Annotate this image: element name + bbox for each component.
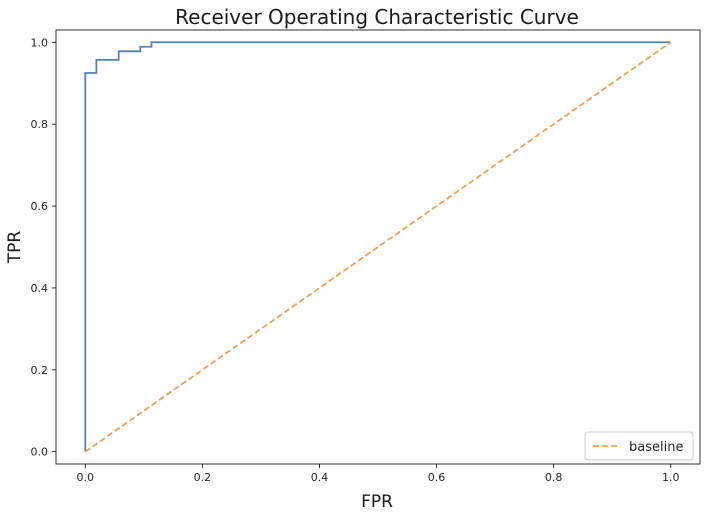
y-tick-label: 1.0 xyxy=(31,36,49,49)
y-tick-label: 0.6 xyxy=(31,200,49,213)
y-tick-label: 0.2 xyxy=(31,364,49,377)
x-axis-label: FPR xyxy=(361,492,393,512)
y-tick-label: 0.8 xyxy=(31,118,49,131)
y-axis-label: TPR xyxy=(5,231,25,265)
axis-ticks: 0.0 0.2 0.4 0.6 0.8 1.0 0.0 0.2 0.4 0.6 0.8 1.0 xyxy=(31,36,680,484)
plot-area xyxy=(55,29,701,465)
legend-label-baseline: baseline xyxy=(629,440,683,455)
baseline-line xyxy=(84,41,672,453)
x-tick-label: 0.4 xyxy=(311,471,329,484)
x-tick-label: 0.6 xyxy=(428,471,446,484)
x-tick-label: 0.8 xyxy=(545,471,563,484)
y-tick-label: 0.0 xyxy=(31,446,49,459)
y-tick-label: 0.4 xyxy=(31,282,49,295)
legend: baseline xyxy=(584,431,694,461)
chart-title: Receiver Operating Characteristic Curve xyxy=(175,5,579,29)
x-tick-label: 1.0 xyxy=(662,471,680,484)
series-layer xyxy=(84,41,672,453)
legend-box xyxy=(584,431,694,461)
x-tick-label: 0.2 xyxy=(194,471,212,484)
roc-curve-line xyxy=(84,41,671,452)
x-tick-label: 0.0 xyxy=(77,471,95,484)
